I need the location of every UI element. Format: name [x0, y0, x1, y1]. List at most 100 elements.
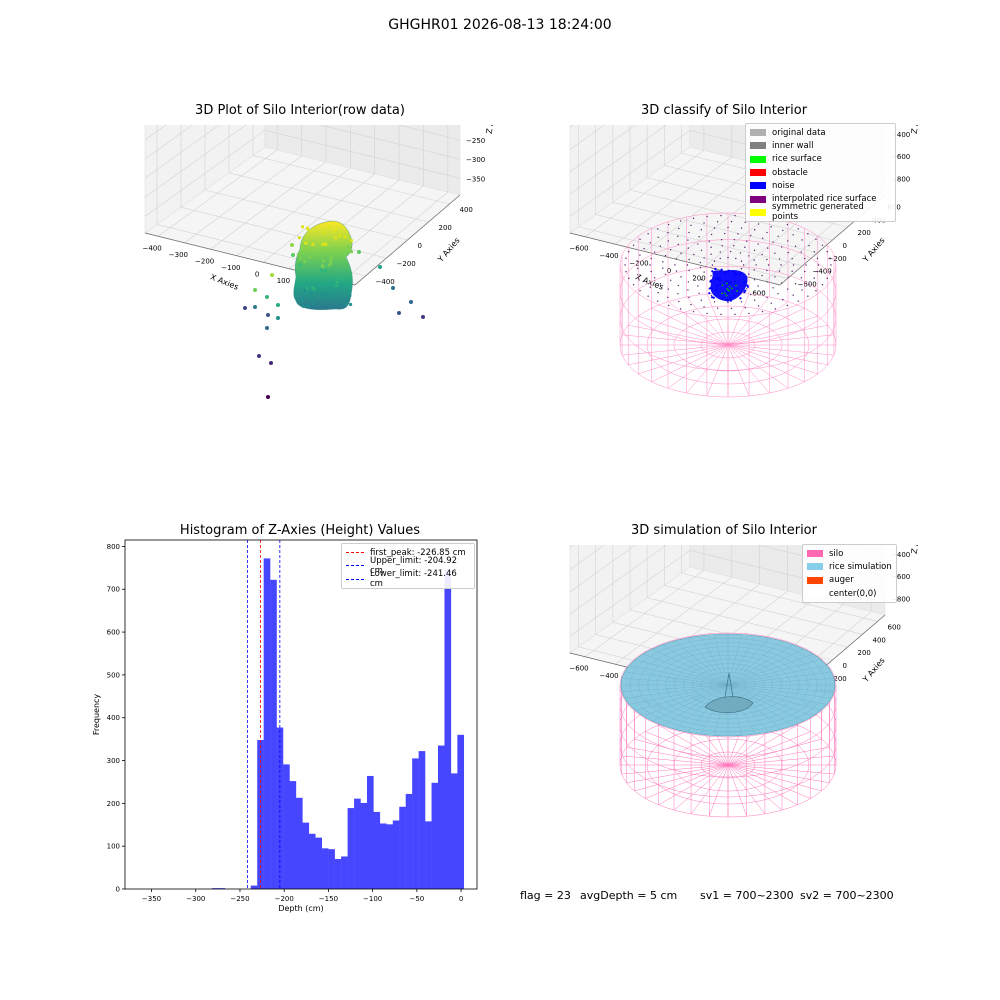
- classify-rice-point: [726, 287, 729, 290]
- classify-legend-item: obstacle: [750, 166, 891, 179]
- classify-surface-point: [686, 264, 689, 266]
- classify-noise-point: [725, 270, 728, 273]
- raw-y-tick-label: −400: [376, 278, 395, 286]
- histogram-y-tick-label: 200: [107, 800, 120, 808]
- raw-point: [303, 288, 307, 292]
- classify-surface-point: [687, 281, 689, 283]
- classify-surface-point: [692, 310, 695, 313]
- classify-surface-point: [804, 257, 806, 260]
- classify-surface-point: [729, 250, 732, 253]
- raw-point: [300, 225, 305, 229]
- classify-surface-point: [748, 273, 750, 275]
- classify-surface-point: [710, 275, 712, 277]
- classify-surface-point: [813, 277, 815, 279]
- raw-point: [299, 257, 303, 261]
- classify-noise-point: [732, 270, 736, 273]
- classify-surface-point: [719, 257, 721, 260]
- histogram-bar: [444, 569, 452, 889]
- histogram-x-tick-label: −350: [142, 895, 161, 903]
- sim-mesh-spoke: [727, 634, 743, 686]
- raw-point: [327, 225, 331, 229]
- histogram-bar: [308, 833, 316, 889]
- raw-point: [300, 299, 305, 303]
- classify-surface-point: [755, 264, 757, 266]
- histogram-bar: [341, 856, 348, 889]
- classify-surface-point: [730, 307, 733, 310]
- classify-surface-point: [692, 217, 695, 220]
- classify-legend-swatch: [750, 155, 766, 163]
- classify-surface-point: [830, 264, 832, 266]
- classify-surface-point: [774, 308, 777, 310]
- histogram-y-tick-label: 100: [107, 843, 120, 851]
- histogram-bar: [425, 821, 432, 889]
- classify-noise-point: [725, 279, 728, 283]
- raw-point: [319, 268, 324, 272]
- classify-legend-item: inner wall: [750, 139, 891, 152]
- histogram-bar: [405, 793, 413, 889]
- classify-legend-swatch: [750, 182, 766, 190]
- classify-surface-point: [700, 279, 703, 281]
- classify-surface-point: [829, 257, 831, 259]
- classify-surface-point: [797, 300, 799, 302]
- raw-point: [320, 264, 325, 268]
- sim-mesh-spoke: [727, 653, 813, 686]
- raw-outlier-point: [253, 288, 257, 292]
- histogram-y-tick-label: 0: [116, 886, 120, 894]
- raw-point: [335, 280, 340, 284]
- classify-surface-point: [679, 308, 682, 310]
- histogram-legend-item: Lower_limit: -241.46 cm: [346, 569, 470, 589]
- classify-noise-cluster: [710, 270, 748, 302]
- classify-legend-swatch: [750, 195, 766, 203]
- sim-y-tick-label: 200: [858, 649, 871, 657]
- classify-surface-point: [737, 233, 739, 235]
- simulation-legend-swatch: [807, 590, 823, 598]
- sim-mesh-spoke: [662, 684, 729, 726]
- raw-point: [326, 291, 330, 295]
- classify-surface-point: [678, 300, 680, 303]
- raw-outlier-point: [243, 306, 247, 310]
- raw-outlier-point: [409, 300, 413, 304]
- classify-surface-point: [761, 291, 764, 293]
- classify-surface-point: [710, 253, 712, 255]
- classify-surface-point: [766, 296, 768, 299]
- classify-noise-point: [729, 299, 732, 302]
- classify-surface-point: [733, 244, 735, 247]
- sim-mesh-spoke: [686, 637, 729, 686]
- classify-surface-point: [778, 258, 781, 260]
- histogram-bar: [328, 849, 335, 889]
- raw-point: [321, 259, 325, 263]
- classify-rice-point: [721, 284, 724, 287]
- classify-silo-wireframe: [619, 212, 837, 398]
- raw-outlier-point: [276, 316, 280, 320]
- simulation-legend-item: center(0,0): [807, 587, 892, 600]
- classify-y-tick-label: −600: [798, 281, 817, 289]
- classify-noise-point: [743, 290, 746, 294]
- classify-surface-point: [815, 290, 817, 292]
- classify-surface-point: [757, 285, 759, 287]
- raw-point: [297, 236, 301, 240]
- classify-surface-point: [624, 264, 626, 266]
- raw-point: [311, 301, 315, 306]
- classify-surface-point: [699, 266, 702, 269]
- classify-silo-wireframe-floor-ring: [646, 305, 810, 385]
- classify-surface-point: [716, 221, 719, 223]
- classify-surface-point: [649, 242, 651, 244]
- classify-surface-point: [687, 247, 689, 249]
- classify-surface-point: [710, 246, 712, 248]
- classify-3d-plot: −600−400−2000200400600−600−400−200020040…: [569, 125, 925, 398]
- classify-surface-point: [716, 307, 719, 309]
- classify-surface-point: [740, 301, 743, 303]
- classify-surface-point: [687, 239, 689, 241]
- raw-outlier-point: [290, 243, 294, 247]
- histogram-legend-swatch: [346, 552, 364, 554]
- simulation-legend-label: rice simulation: [829, 561, 892, 572]
- raw-point: [334, 246, 338, 250]
- classify-surface-point: [667, 296, 669, 299]
- classify-legend-item: noise: [750, 179, 891, 192]
- sim-mesh-spoke: [643, 653, 729, 686]
- classify-x-tick-label: −200: [629, 260, 648, 268]
- classify-surface-point: [744, 246, 746, 248]
- classify-noise-point: [714, 267, 717, 271]
- classify-surface-point: [753, 269, 755, 271]
- raw-scatter-points: [243, 225, 425, 399]
